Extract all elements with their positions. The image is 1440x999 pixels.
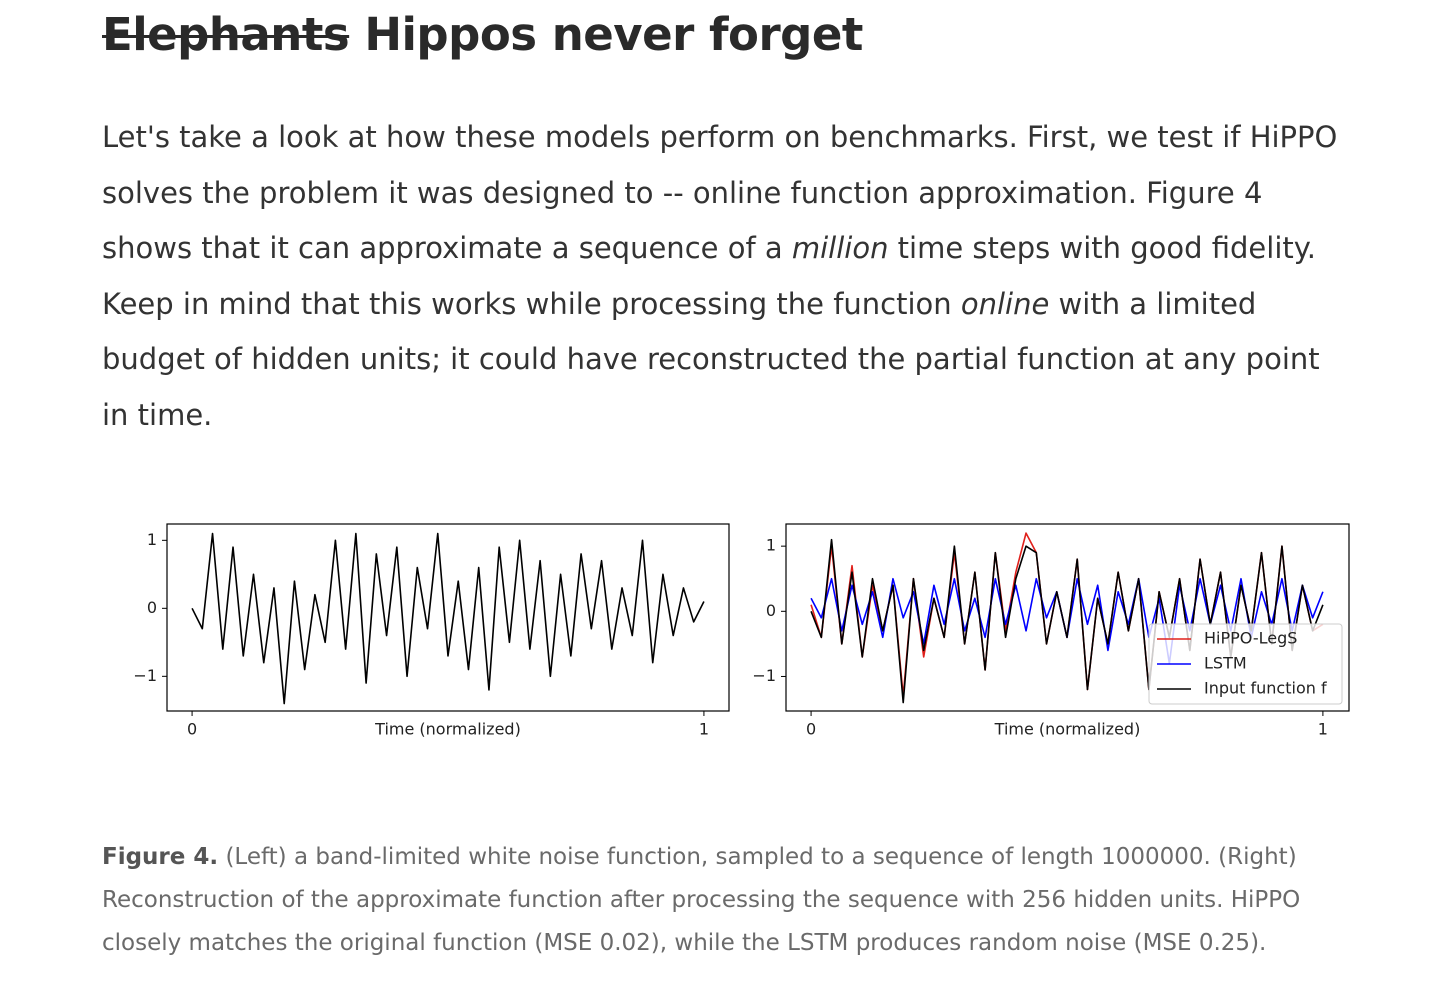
figure: 0 1 −1 0 1 Time (normalized) 0 1 −1 0 1 Time (norma… — [133, 523, 1350, 739]
legend-label: HiPPO-LegS — [1204, 629, 1297, 648]
y-tick-label: 1 — [766, 536, 776, 555]
struck-word: Elephants — [102, 8, 350, 61]
emphasis: online — [960, 286, 1050, 321]
y-tick-label: −1 — [752, 666, 776, 685]
text: time steps with good fidelity. Keep in m… — [102, 231, 1316, 321]
y-tick-label: −1 — [133, 666, 157, 685]
text: with a limited budget of hidden units; i… — [102, 286, 1320, 432]
paragraph: Let's take a look at how these models pe… — [102, 110, 1352, 443]
x-tick-label: 0 — [187, 720, 197, 739]
legend-box — [1148, 623, 1343, 705]
y-tick-label: 0 — [147, 598, 157, 617]
x-tick-label: 0 — [806, 720, 816, 739]
heading: Elephants Hippos never forget — [102, 8, 863, 61]
series-line — [191, 532, 705, 705]
x-tick-label: 1 — [1318, 720, 1328, 739]
axes-frame — [166, 523, 730, 712]
legend-label: LSTM — [1204, 654, 1247, 673]
axes-frame — [785, 523, 1350, 712]
text: Let's take a look at how these models pe… — [102, 120, 1338, 265]
x-tick-label: 1 — [699, 720, 709, 739]
y-tick-label: 0 — [766, 601, 776, 620]
emphasis: million — [791, 231, 889, 265]
y-tick-label: 1 — [147, 530, 157, 549]
title: Hippos never forget — [364, 8, 863, 61]
caption-label: Figure 4. — [102, 844, 219, 870]
x-axis-label: Time (normalized) — [994, 720, 1141, 739]
caption: Figure 4. (Left) a band-limited white no… — [102, 836, 1372, 965]
x-axis-label: Time (normalized) — [374, 720, 521, 739]
legend-label: Input function f — [1204, 679, 1327, 698]
series-line — [810, 538, 1324, 704]
caption-text: (Left) a band-limited white noise functi… — [102, 844, 1301, 956]
